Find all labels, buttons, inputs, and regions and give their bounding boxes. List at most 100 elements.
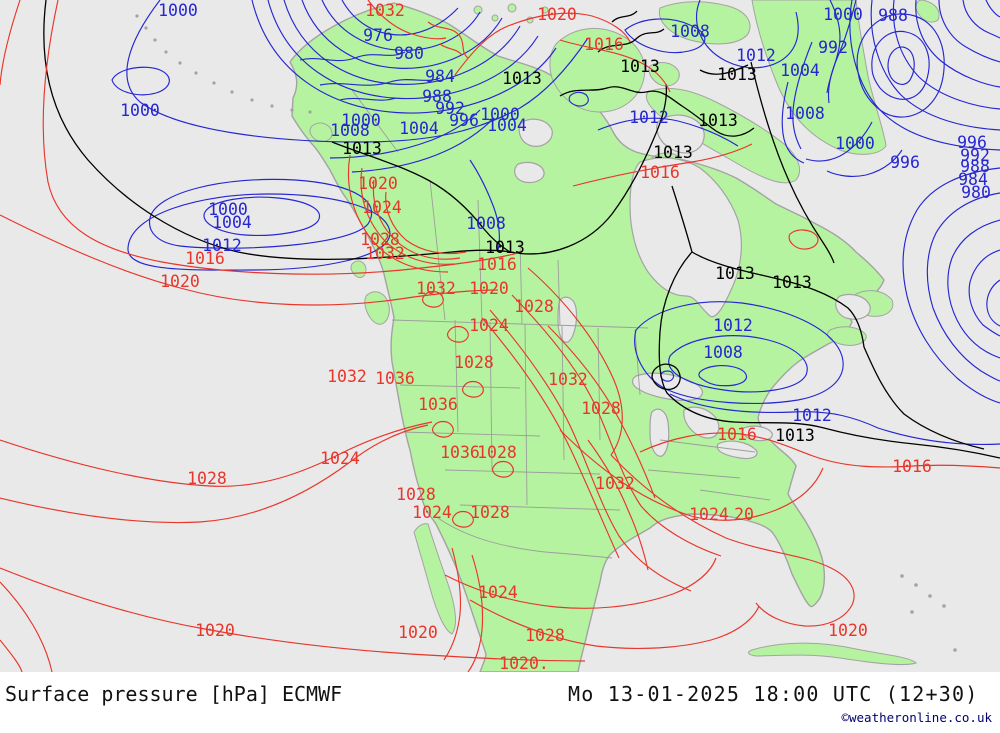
contour-label: 1016 <box>584 35 624 54</box>
islet-dots-layer <box>135 14 957 652</box>
contour-label: 1032 <box>365 1 405 20</box>
contour-label: 1000 <box>208 200 248 219</box>
contour-label: 1000 <box>480 105 520 124</box>
pressure-map: 1000 976 980 984 988 992 996 1000 1004 1000 1008 10… <box>0 0 1000 672</box>
contour-label: 1013 <box>653 143 693 162</box>
contour-label: 1016 <box>477 255 517 274</box>
contour-label: 1008 <box>670 22 710 41</box>
lake-superior <box>631 372 703 401</box>
contour-label: 1020. <box>499 654 549 672</box>
contour-label: 1020 <box>358 174 398 193</box>
contour-label: 1016 <box>892 457 932 476</box>
island-baja-california <box>413 523 457 635</box>
contour-label: 1020 <box>398 623 438 642</box>
contour-label: 1028 <box>477 443 517 462</box>
contour-label: 1028 <box>360 230 400 249</box>
island-haida-gwaii <box>350 260 367 278</box>
contour-label: 1004 <box>212 213 252 232</box>
contour-label: 1000 <box>158 1 198 20</box>
lake-winnipeg <box>557 296 578 343</box>
island-greenland <box>751 0 887 155</box>
land-layer <box>289 0 940 672</box>
contour-label: 1016 <box>640 163 680 182</box>
contour-label: 1032 <box>416 279 456 298</box>
contour-label: 1020 <box>828 621 868 640</box>
contour-label: 1016 <box>185 249 225 268</box>
contour-label: 1013 <box>715 264 755 283</box>
contour-label: 1013 <box>502 69 542 88</box>
contour-label: 996 <box>890 153 920 172</box>
island-northeast-corner <box>915 0 940 23</box>
contour-label: 1024 <box>320 449 360 468</box>
contour-label: 1008 <box>785 104 825 123</box>
arctic-islet <box>491 14 499 22</box>
contour-label: 1024 <box>469 316 509 335</box>
contour-label: 1012 <box>792 406 832 425</box>
contour-label: 1012 <box>629 108 669 127</box>
contour-label: 992 <box>818 38 848 57</box>
contour-label: 980 <box>394 44 424 63</box>
island-cuba <box>748 642 917 666</box>
contour-label: 992 <box>960 146 990 165</box>
contour-label: 1000 <box>823 5 863 24</box>
lake-michigan <box>649 408 670 457</box>
contour-label: 1024 <box>478 583 518 602</box>
contour-label: 1012 <box>713 316 753 335</box>
contour-label: 1028 <box>525 626 565 645</box>
contour-label: 1000 <box>120 101 160 120</box>
contour-label: 1012 <box>202 236 242 255</box>
contour-label: 1000 <box>341 111 381 130</box>
contour-label: 20 <box>734 505 754 524</box>
contour-label: 1013 <box>620 57 660 76</box>
contour-label: 1024 <box>689 505 729 524</box>
contour-label: 1008 <box>466 214 506 233</box>
contour-label: 1008 <box>330 121 370 140</box>
island-vancouver <box>364 291 390 325</box>
contour-label: 1004 <box>399 119 439 138</box>
contour-label: 1020 <box>195 621 235 640</box>
contour-label: 1028 <box>581 399 621 418</box>
contour-label: 1036 <box>440 443 480 462</box>
status-bar: Surface pressure [hPa] ECMWF Mo 13-01-20… <box>0 672 1000 733</box>
hudson-bay <box>629 157 742 318</box>
contour-label: 1000 <box>835 134 875 153</box>
island-kodiak <box>309 122 333 143</box>
island-king-william <box>648 62 680 87</box>
contour-label: 1028 <box>454 353 494 372</box>
contour-label: 1013 <box>485 238 525 257</box>
arctic-islet <box>473 5 483 15</box>
contour-label: 1013 <box>772 273 812 292</box>
contour-label: 1032 <box>595 474 635 493</box>
contour-label: 1013 <box>342 139 382 158</box>
contour-label: 1020 <box>537 5 577 24</box>
great-bear-lake <box>518 118 553 147</box>
continent-north-america <box>289 2 885 672</box>
lake-huron <box>683 406 720 439</box>
contour-label: 1020 <box>469 279 509 298</box>
arctic-islet <box>507 3 517 13</box>
contour-label: 1013 <box>717 65 757 84</box>
contour-label: 1012 <box>736 46 776 65</box>
contours-high-layer <box>0 0 1000 672</box>
contour-label: 1016 <box>717 425 757 444</box>
copyright-link[interactable]: ©weatheronline.co.uk <box>841 710 992 725</box>
contour-label: 1024 <box>412 503 452 522</box>
island-ellesmere-devon <box>658 1 751 45</box>
contour-label: 1020 <box>160 272 200 291</box>
contour-label: 1028 <box>470 503 510 522</box>
contour-label: 976 <box>363 26 393 45</box>
contour-label: 1032 <box>327 367 367 386</box>
contour-label: 988 <box>960 157 990 176</box>
gulf-st-lawrence <box>835 293 871 320</box>
contour-label: 984 <box>425 67 455 86</box>
contour-label: 1028 <box>514 297 554 316</box>
valid-time: Mo 13-01-2025 18:00 UTC (12+30) <box>568 682 979 706</box>
parameter-title: Surface pressure [hPa] ECMWF <box>5 682 343 706</box>
contour-label: 1024 <box>362 198 402 217</box>
contour-label: 996 <box>957 133 987 152</box>
arctic-islet <box>541 6 549 14</box>
great-slave-lake <box>514 161 545 184</box>
island-nova-scotia <box>827 326 867 346</box>
